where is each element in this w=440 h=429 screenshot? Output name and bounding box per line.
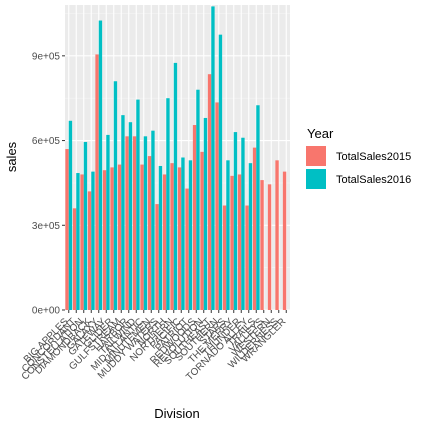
bar-TotalSales2016-19 (211, 6, 215, 310)
bar-TotalSales2016-8 (128, 122, 133, 311)
legend-key-TotalSales2016 (306, 169, 326, 189)
bar-TotalSales2015-24 (245, 205, 249, 310)
bar-TotalSales2015-11 (147, 156, 152, 310)
bar-TotalSales2016-15 (181, 157, 185, 310)
bar-TotalSales2015-14 (170, 163, 174, 310)
bar-TotalSales2015-8 (125, 136, 129, 310)
bar-TotalSales2016-3 (91, 171, 95, 310)
bar-TotalSales2015-15 (177, 167, 182, 310)
bar-TotalSales2015-2 (80, 174, 84, 310)
x-axis: BIG APPLESCONCORDANTCONSTELLATIONDIAMOND… (20, 310, 288, 383)
bar-TotalSales2015-27 (267, 184, 272, 310)
y-tick-label: 6e+05 (32, 136, 61, 147)
legend-key-TotalSales2015 (306, 146, 326, 166)
bar-TotalSales2016-13 (166, 98, 170, 310)
bar-TotalSales2016-20 (218, 34, 223, 311)
legend-label-TotalSales2016: TotalSales2016 (336, 174, 411, 186)
y-tick-label: 9e+05 (32, 51, 61, 62)
bar-TotalSales2016-12 (158, 165, 163, 310)
bar-TotalSales2015-18 (200, 151, 204, 310)
bar-TotalSales2016-7 (121, 115, 125, 310)
bar-TotalSales2015-17 (192, 125, 197, 310)
bar-TotalSales2016-23 (241, 137, 245, 310)
bar-TotalSales2015-25 (252, 147, 257, 310)
bar-TotalSales2015-0 (65, 149, 69, 310)
bar-TotalSales2015-16 (185, 188, 189, 310)
bar-TotalSales2016-1 (76, 173, 80, 310)
bar-TotalSales2016-22 (233, 132, 238, 310)
bar-TotalSales2015-1 (72, 208, 77, 310)
bar-TotalSales2015-13 (162, 174, 167, 310)
bar-TotalSales2015-3 (87, 191, 92, 310)
bar-TotalSales2015-20 (215, 102, 219, 310)
bar-TotalSales2016-4 (98, 20, 103, 310)
bar-TotalSales2016-24 (248, 163, 253, 310)
bar-TotalSales2016-17 (196, 89, 200, 310)
bar-TotalSales2016-9 (136, 99, 140, 311)
bars (65, 6, 287, 311)
bar-TotalSales2015-26 (260, 180, 264, 310)
bar-TotalSales2015-29 (282, 171, 287, 310)
y-axis-title: sales (4, 141, 19, 172)
bar-TotalSales2016-0 (68, 120, 73, 310)
bar-TotalSales2015-19 (207, 74, 212, 310)
bar-TotalSales2015-28 (275, 160, 279, 310)
bar-TotalSales2016-6 (113, 81, 118, 310)
bar-TotalSales2015-9 (132, 136, 137, 310)
bar-TotalSales2016-10 (143, 136, 148, 310)
bar-TotalSales2015-4 (95, 54, 99, 310)
bar-TotalSales2016-21 (226, 160, 230, 310)
bar-TotalSales2015-23 (237, 174, 242, 310)
bar-TotalSales2015-12 (155, 204, 159, 310)
legend: Year TotalSales2015 TotalSales2016 (306, 126, 411, 189)
bar-TotalSales2016-11 (151, 130, 155, 310)
y-tick-label: 0e+00 (32, 306, 61, 317)
legend-title: Year (307, 126, 334, 141)
y-axis: 0e+00 3e+05 6e+05 9e+05 (32, 51, 65, 317)
bar-TotalSales2015-5 (102, 170, 107, 310)
bar-TotalSales2016-14 (173, 62, 178, 310)
bar-TotalSales2015-21 (222, 205, 227, 310)
x-axis-title: Division (154, 406, 200, 421)
bar-TotalSales2016-5 (106, 134, 110, 310)
legend-label-TotalSales2015: TotalSales2015 (336, 151, 411, 163)
bar-TotalSales2015-7 (117, 164, 122, 310)
bar-TotalSales2015-22 (230, 175, 234, 310)
bar-TotalSales2016-18 (203, 117, 208, 311)
bar-TotalSales2016-2 (83, 141, 88, 310)
bar-TotalSales2016-16 (188, 160, 193, 310)
bar-TotalSales2016-25 (256, 105, 260, 310)
bar-TotalSales2015-6 (110, 167, 114, 310)
bar-TotalSales2015-10 (140, 164, 144, 310)
y-tick-label: 3e+05 (32, 221, 61, 232)
